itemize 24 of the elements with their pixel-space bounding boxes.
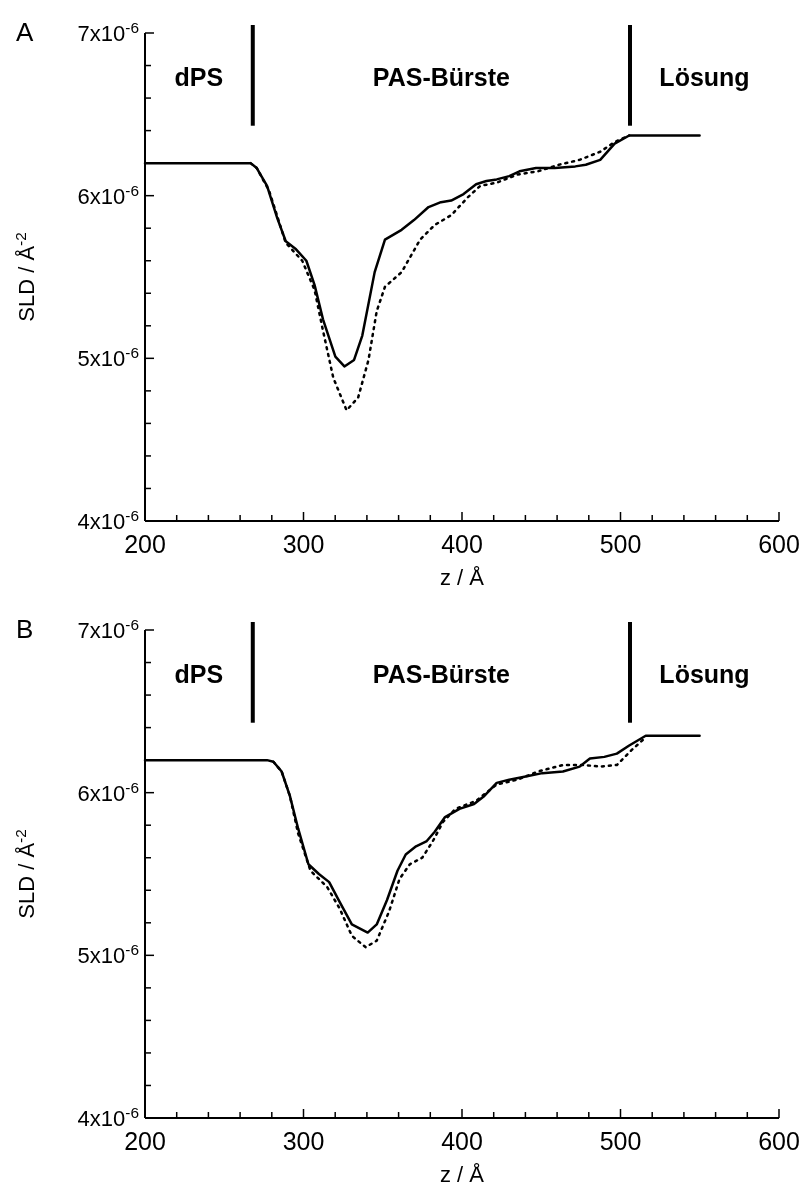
y-tick-label: 5x10$^{-6}$ [77, 343, 139, 372]
y-tick-label: 5x10$^{-6}$ [77, 940, 139, 969]
chart-title: B [16, 614, 34, 644]
x-tick-label: 300 [282, 530, 325, 558]
x-tick-label: 400 [441, 530, 483, 558]
x-tick-label: 500 [599, 530, 642, 558]
y-tick-label: 6x10$^{-6}$ [77, 181, 139, 209]
x-tick-label: 300 [282, 1127, 325, 1155]
annotation: PAS-Bürste [372, 659, 511, 688]
chart-title: A [16, 17, 34, 47]
annotation: dPS [174, 62, 224, 91]
annotation: PAS-Bürste [372, 62, 511, 91]
x-axis-title: z / Å [439, 1162, 485, 1187]
x-tick-label: 400 [441, 1127, 483, 1155]
annotation: dPS [174, 659, 224, 688]
x-tick-label: 500 [599, 1127, 642, 1155]
x-axis-title: z / Å [439, 565, 485, 590]
y-tick-label: 6x10$^{-6}$ [77, 778, 139, 806]
y-tick-label: 7x10$^{-6}$ [77, 615, 139, 643]
x-tick-label: 600 [758, 1127, 800, 1155]
x-tick-label: 600 [758, 530, 800, 558]
annotation: Lösung [659, 659, 750, 688]
y-tick-label: 7x10$^{-6}$ [77, 18, 139, 46]
annotation: Lösung [659, 62, 750, 91]
